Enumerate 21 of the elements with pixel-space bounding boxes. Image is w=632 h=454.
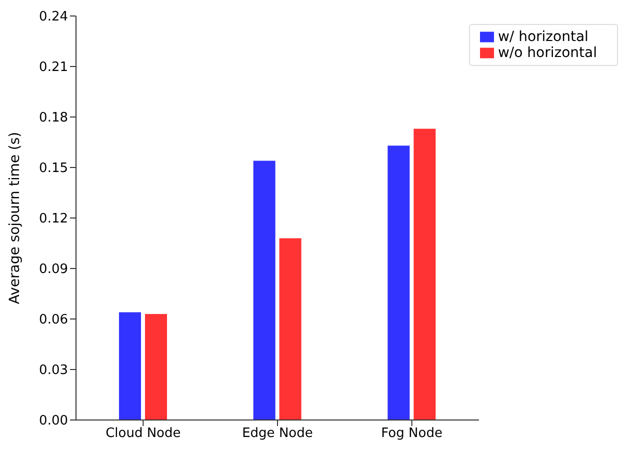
y-tick-label: 0.24 [39,10,68,25]
legend-label: w/ horizontal [498,29,588,45]
y-tick-label: 0.03 [39,363,68,378]
y-axis-title: Average sojourn time (s) [6,132,23,304]
y-tick-label: 0.21 [39,60,68,76]
x-tick-label: Fog Node [381,426,442,442]
bar [119,312,141,420]
y-tick-label: 0.15 [39,161,68,176]
x-tick-label: Cloud Node [106,426,181,442]
y-tick-label: 0.00 [39,414,68,429]
bar [279,238,302,420]
legend-label: w/o horizontal [498,45,597,61]
y-tick-label: 0.12 [39,212,68,227]
bar [145,314,167,420]
y-tick-label: 0.06 [39,312,68,328]
x-tick-label: Edge Node [242,426,313,442]
bar [388,146,410,420]
y-tick-label: 0.09 [39,262,68,278]
y-tick-label: 0.18 [39,110,68,126]
bar [414,128,436,420]
bar [253,160,276,420]
